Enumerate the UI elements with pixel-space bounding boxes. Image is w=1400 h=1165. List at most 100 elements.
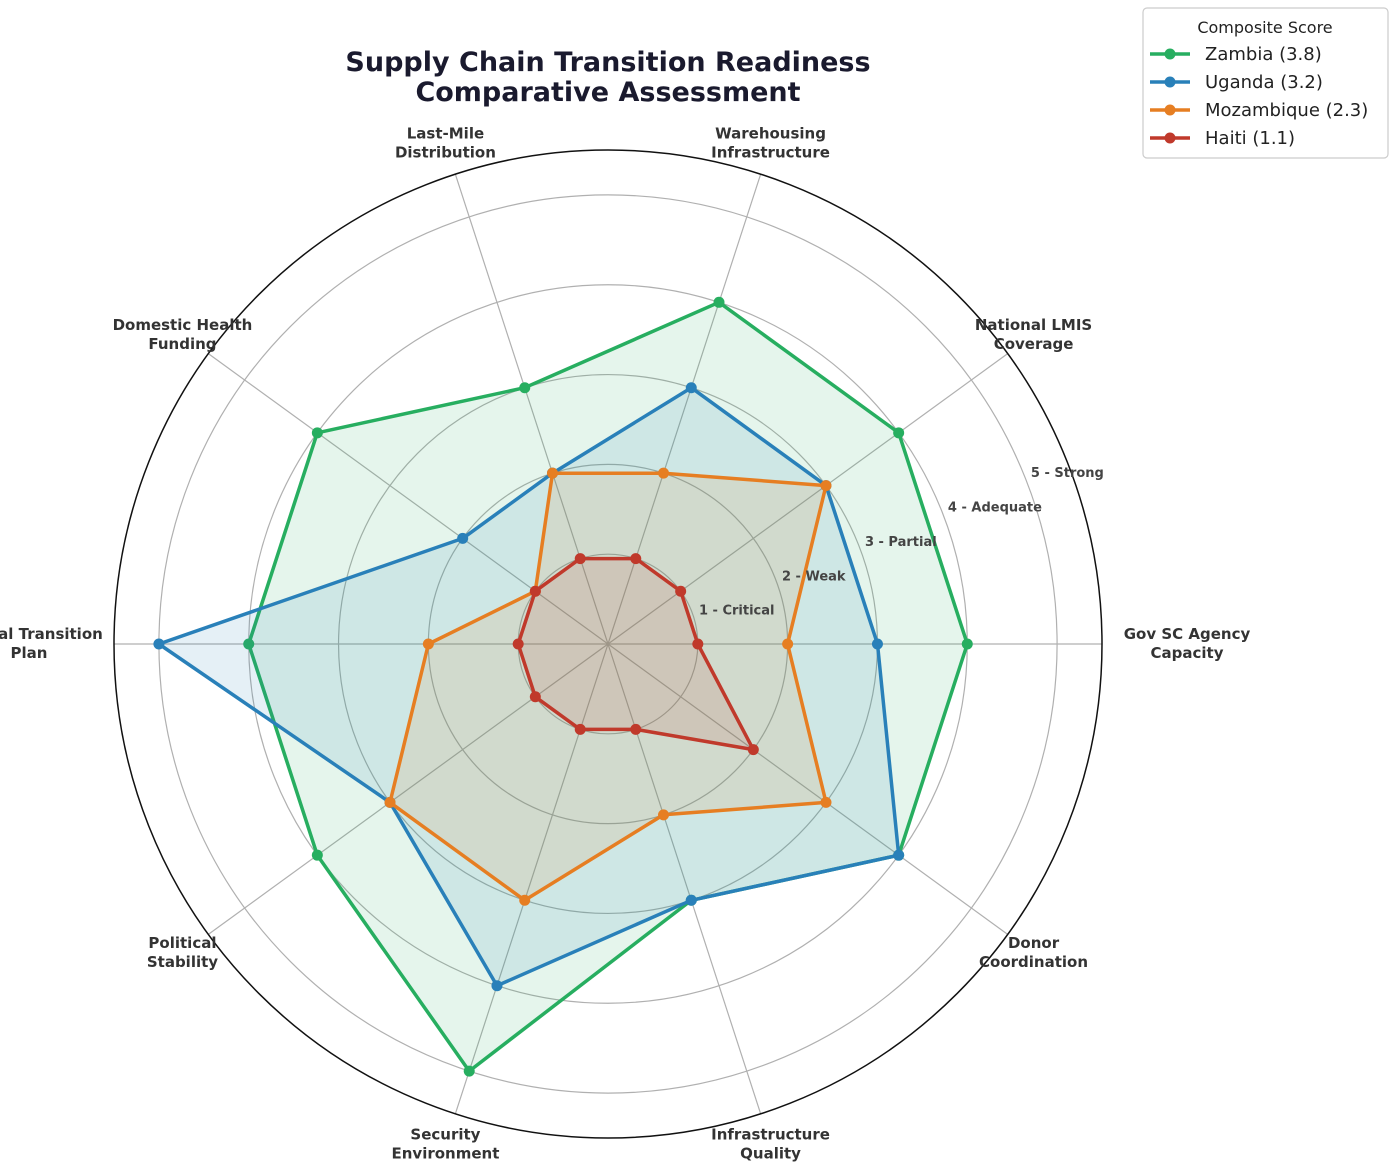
data-point	[747, 744, 759, 756]
axis-label-3: Warehousing Infrastructure	[711, 125, 830, 162]
data-point	[871, 638, 883, 650]
data-point	[491, 980, 503, 992]
axis-label-line: Capacity	[1151, 644, 1224, 662]
data-point	[713, 296, 725, 308]
spoke-3	[607, 173, 762, 645]
tick-label-4: 4 - Adequate	[948, 501, 1042, 516]
axis-label-line: Last-Mile	[407, 125, 484, 143]
data-point	[630, 723, 642, 735]
tick-label-5: 5 - Strong	[1031, 466, 1104, 481]
legend-item-3: Mozambique (2.3)	[1150, 100, 1368, 121]
outer-ring	[113, 149, 1103, 1139]
axis-label-8: Security Environment	[392, 1125, 500, 1162]
data-point	[422, 638, 434, 650]
axis-labels: Gov SC Agency Capacity National LMIS Covera…	[0, 125, 1250, 1163]
axis-label-7: Political Stability	[147, 934, 218, 971]
data-point	[685, 382, 697, 394]
legend-marker	[1164, 76, 1176, 88]
tick-label-2: 2 - Weak	[782, 569, 846, 584]
data-point	[384, 796, 396, 808]
legend-title: Composite Score	[1197, 18, 1332, 37]
series-3	[384, 467, 832, 906]
data-point	[685, 894, 697, 906]
data-point	[519, 894, 531, 906]
radar-series	[153, 296, 973, 1077]
legend-marker	[1164, 104, 1176, 116]
spoke-5	[207, 353, 609, 645]
tick-label-1: 1 - Critical	[699, 604, 775, 619]
data-point	[311, 427, 323, 439]
data-point	[893, 427, 905, 439]
data-point	[961, 638, 973, 650]
series-4	[512, 553, 759, 756]
legend: Composite Score Zambia (3.8) Uganda (3.2) M…	[1142, 7, 1389, 159]
legend-label: Mozambique (2.3)	[1205, 100, 1368, 121]
axis-label-4: Last-Mile Distribution	[395, 125, 496, 162]
legend-marker	[1164, 48, 1176, 60]
data-point	[519, 382, 531, 394]
series-area	[158, 387, 899, 986]
legend-item-1: Zambia (3.8)	[1150, 44, 1322, 65]
axis-label-line: Security	[410, 1125, 480, 1143]
series-area	[390, 473, 826, 901]
data-point	[820, 480, 832, 492]
axis-label-1: Gov SC Agency Capacity	[1124, 625, 1251, 662]
axis-label-line: Infrastructure	[711, 1125, 830, 1143]
axis-label-line: National LMIS	[975, 316, 1092, 334]
data-point	[630, 553, 642, 565]
data-point	[153, 638, 165, 650]
data-point	[512, 638, 524, 650]
spoke-10	[607, 643, 1009, 935]
axis-label-line: Quality	[740, 1144, 801, 1162]
spoke-8	[454, 643, 609, 1115]
axis-label-line: Donor	[1008, 934, 1060, 952]
axis-label-line: Environment	[392, 1144, 500, 1162]
legend-label: Zambia (3.8)	[1205, 44, 1322, 65]
legend-marker	[1164, 132, 1176, 144]
data-point	[529, 691, 541, 703]
axis-label-line: Stability	[147, 953, 218, 971]
spoke-4	[454, 173, 609, 645]
data-point	[658, 467, 670, 479]
spoke-7	[207, 643, 609, 935]
axis-label-line: Warehousing	[715, 125, 826, 143]
axis-label-line: Formal Transition	[0, 625, 103, 643]
data-point	[574, 553, 586, 565]
axis-label-line: Distribution	[395, 144, 496, 162]
legend-label: Uganda (3.2)	[1205, 72, 1323, 93]
axis-label-10: Donor Coordination	[979, 934, 1088, 971]
axis-label-line: Funding	[148, 335, 216, 353]
chart-title-line-1: Supply Chain Transition Readiness	[345, 47, 870, 78]
data-point	[546, 467, 558, 479]
axis-label-line: Domestic Health	[113, 316, 253, 334]
legend-box	[1142, 7, 1389, 159]
data-point	[782, 638, 794, 650]
legend-item-2: Uganda (3.2)	[1150, 72, 1323, 93]
legend-label: Haiti (1.1)	[1205, 128, 1295, 149]
axis-label-line: Infrastructure	[711, 144, 830, 162]
data-point	[243, 638, 255, 650]
axis-label-5: Domestic Health Funding	[113, 316, 253, 353]
axis-label-2: National LMIS Coverage	[975, 316, 1092, 353]
data-point	[675, 585, 687, 597]
data-point	[893, 849, 905, 861]
axis-label-line: Coverage	[994, 335, 1074, 353]
data-point	[457, 532, 469, 544]
axis-label-line: Coordination	[979, 953, 1088, 971]
spoke-9	[607, 643, 762, 1115]
data-point	[692, 638, 704, 650]
chart-title-line-2: Comparative Assessment	[415, 77, 800, 108]
legend-item-4: Haiti (1.1)	[1150, 128, 1295, 149]
radial-tick-labels: 1 - Critical 2 - Weak 3 - Partial 4 - Adequ…	[699, 466, 1104, 618]
series-area	[518, 558, 754, 750]
axis-label-9: Infrastructure Quality	[711, 1125, 830, 1162]
spoke-2	[607, 353, 1009, 645]
data-point	[820, 796, 832, 808]
tick-label-3: 3 - Partial	[865, 535, 937, 550]
axis-label-line: Political	[148, 934, 216, 952]
data-point	[574, 723, 586, 735]
axis-label-line: Gov SC Agency	[1124, 625, 1251, 643]
data-point	[463, 1065, 475, 1077]
